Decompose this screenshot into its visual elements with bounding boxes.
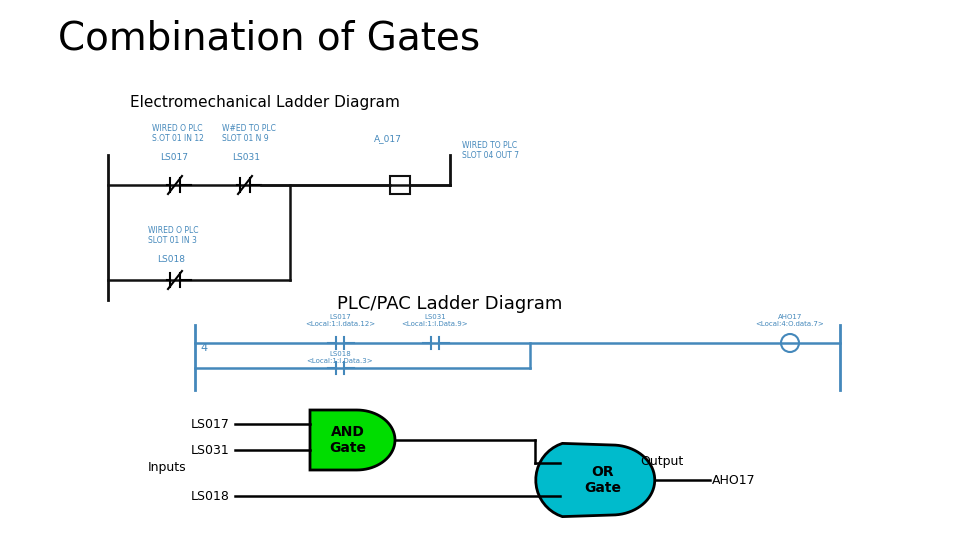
Text: LS018: LS018 — [191, 489, 230, 503]
Text: PLC/PAC Ladder Diagram: PLC/PAC Ladder Diagram — [337, 295, 563, 313]
Text: AHO17: AHO17 — [712, 474, 756, 487]
Text: LS017: LS017 — [160, 153, 188, 162]
Text: AHO17
<Local:4:O.data.7>: AHO17 <Local:4:O.data.7> — [756, 314, 825, 327]
Text: LS031: LS031 — [232, 153, 260, 162]
Text: Inputs: Inputs — [148, 462, 186, 475]
Text: WIRED O PLC
SLOT 01 IN 3: WIRED O PLC SLOT 01 IN 3 — [148, 226, 199, 245]
Text: LS017: LS017 — [191, 417, 230, 430]
Text: W#ED TO PLC
SLOT 01 N 9: W#ED TO PLC SLOT 01 N 9 — [222, 124, 276, 143]
Text: Electromechanical Ladder Diagram: Electromechanical Ladder Diagram — [130, 95, 400, 110]
Text: WIRED TO PLC
SLOT 04 OUT 7: WIRED TO PLC SLOT 04 OUT 7 — [462, 140, 519, 160]
Polygon shape — [310, 410, 395, 470]
Text: 4: 4 — [200, 343, 207, 353]
Text: WIRED O PLC
S.OT 01 IN 12: WIRED O PLC S.OT 01 IN 12 — [152, 124, 204, 143]
FancyBboxPatch shape — [390, 176, 410, 194]
Text: Combination of Gates: Combination of Gates — [58, 20, 480, 58]
Text: LS031: LS031 — [191, 443, 230, 456]
Text: A_017: A_017 — [374, 134, 402, 143]
Text: LS018
<Local:1:I.Data.3>: LS018 <Local:1:I.Data.3> — [306, 351, 373, 364]
Polygon shape — [536, 443, 655, 517]
Text: Output: Output — [640, 456, 684, 469]
Text: LS018: LS018 — [157, 255, 185, 264]
Text: LS031
<Local:1:I.Data.9>: LS031 <Local:1:I.Data.9> — [401, 314, 468, 327]
Text: OR
Gate: OR Gate — [585, 465, 621, 495]
Text: AND
Gate: AND Gate — [329, 425, 366, 455]
Text: LS017
<Local:1:I.data.12>: LS017 <Local:1:I.data.12> — [305, 314, 375, 327]
